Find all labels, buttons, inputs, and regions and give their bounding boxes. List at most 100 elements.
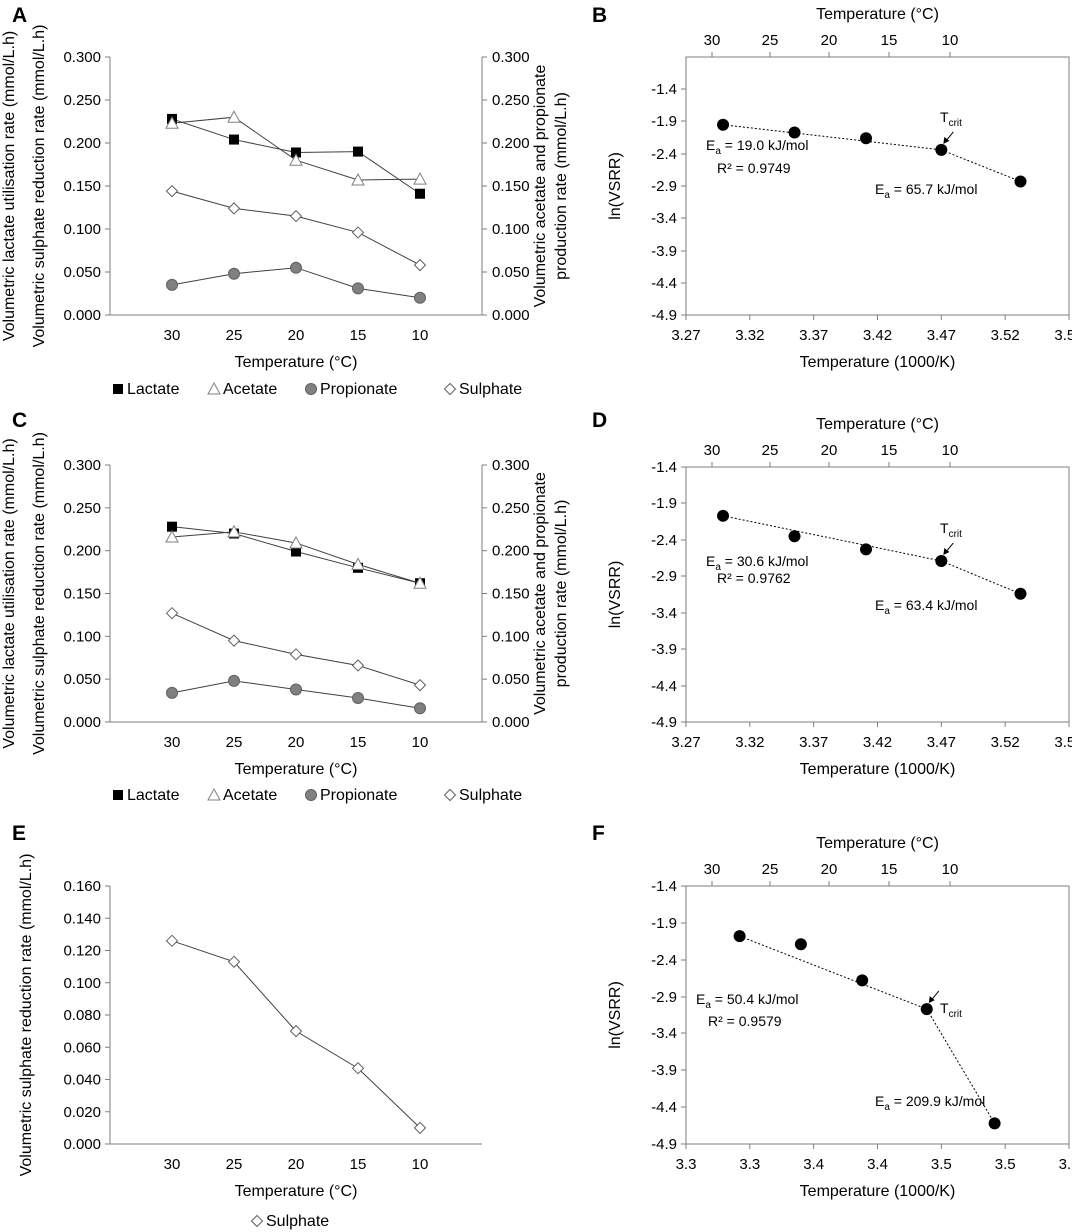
x-axis-label: Temperature (°C) bbox=[235, 761, 358, 778]
y-tick-label: -2.9 bbox=[651, 568, 677, 585]
data-point bbox=[1014, 587, 1027, 600]
y-tick-label: 0.160 bbox=[63, 878, 101, 895]
legend-marker-propionate bbox=[305, 383, 317, 395]
x-axis-label: Temperature (°C) bbox=[235, 354, 358, 371]
x-tick-label: 3.37 bbox=[799, 734, 828, 751]
y-tick-label-right: 0.050 bbox=[492, 671, 530, 688]
tcrit-label: Tcrit bbox=[940, 520, 962, 540]
y-tick-label: 0.060 bbox=[63, 1039, 101, 1056]
x-tick-label: 3.5 bbox=[995, 1156, 1016, 1173]
top-x-axis-label: Temperature (°C) bbox=[816, 416, 939, 433]
y-axis-label: Volumetric lactate utilisation rate (mmo… bbox=[1, 31, 18, 341]
annotation: R² = 0.9749 bbox=[717, 160, 791, 176]
y-axis-label-right: production rate (mmol/L.h) bbox=[553, 92, 570, 280]
y-tick-label: -4.9 bbox=[651, 714, 677, 731]
data-point-sulphate bbox=[289, 1024, 303, 1038]
fit-line-high bbox=[941, 149, 1021, 182]
data-point-sulphate bbox=[289, 209, 303, 223]
y-tick-label-right: 0.150 bbox=[492, 178, 530, 195]
data-point-lactate bbox=[167, 521, 177, 532]
data-point-acetate bbox=[413, 172, 427, 185]
x-tick-label: 3.47 bbox=[927, 734, 956, 751]
x-tick-label: 15 bbox=[350, 1156, 367, 1173]
y-axis-label: Volumetric sulphate reduction rate (mmol… bbox=[31, 25, 48, 348]
data-point-propionate bbox=[352, 282, 364, 295]
top-x-axis-label: Temperature (°C) bbox=[816, 835, 939, 852]
y-tick-label: -1.4 bbox=[651, 81, 677, 98]
x-axis-label: Temperature (1000/K) bbox=[800, 761, 956, 778]
top-x-tick-label: 15 bbox=[881, 442, 898, 459]
top-x-tick-label: 30 bbox=[704, 32, 721, 49]
y-tick-label: -2.4 bbox=[651, 952, 677, 969]
data-point bbox=[920, 1003, 933, 1016]
data-point-propionate bbox=[290, 683, 302, 696]
y-tick-label-right: 0.200 bbox=[492, 135, 530, 152]
y-tick-label: 0.000 bbox=[63, 307, 101, 324]
data-point-propionate bbox=[228, 674, 240, 687]
y-tick-label-right: 0.100 bbox=[492, 628, 530, 645]
x-tick-label: 3.57 bbox=[1054, 327, 1072, 344]
y-tick-label: 0.040 bbox=[63, 1072, 101, 1089]
y-tick-label: -3.9 bbox=[651, 243, 677, 260]
legend-marker-acetate bbox=[207, 787, 221, 801]
data-point bbox=[717, 118, 730, 131]
y-axis-label-right: Volumetric acetate and propionate bbox=[532, 64, 549, 307]
annotation: Ea = 209.9 kJ/mol bbox=[875, 1093, 985, 1113]
data-point-sulphate bbox=[351, 226, 365, 239]
y-tick-label: 0.080 bbox=[63, 1007, 101, 1024]
data-point-propionate bbox=[414, 291, 426, 304]
x-tick-label: 3.42 bbox=[863, 734, 892, 751]
data-point-propionate bbox=[414, 702, 426, 715]
data-point-acetate bbox=[165, 529, 179, 543]
data-point-sulphate bbox=[413, 258, 427, 272]
legend-marker-lactate bbox=[113, 790, 123, 800]
legend-label-propionate: Propionate bbox=[320, 381, 397, 398]
y-tick-label: -4.4 bbox=[651, 678, 677, 695]
y-tick-label: 0.140 bbox=[63, 910, 101, 927]
y-tick-label: -1.9 bbox=[651, 915, 677, 932]
fit-line-low bbox=[739, 935, 927, 1010]
data-point-acetate bbox=[289, 535, 303, 549]
y-tick-label-right: 0.250 bbox=[492, 500, 530, 517]
fit-line-low bbox=[722, 124, 942, 151]
data-point-sulphate bbox=[351, 659, 365, 672]
data-point-acetate bbox=[165, 116, 179, 129]
panel-letter-d: D bbox=[592, 409, 607, 432]
legend-marker-propionate bbox=[305, 789, 317, 801]
y-tick-label-right: 0.300 bbox=[492, 457, 530, 474]
data-point-sulphate bbox=[413, 678, 427, 692]
panel-letter-c: C bbox=[12, 409, 27, 432]
tcrit-label: Tcrit bbox=[940, 1000, 962, 1020]
data-point-acetate bbox=[351, 172, 365, 186]
x-axis-label: Temperature (°C) bbox=[235, 1183, 358, 1200]
annotation: Ea = 63.4 kJ/mol bbox=[875, 597, 977, 617]
x-tick-label: 25 bbox=[226, 1156, 243, 1173]
data-point bbox=[860, 543, 873, 556]
y-tick-label: -1.9 bbox=[651, 113, 677, 130]
x-tick-label: 3.42 bbox=[863, 327, 892, 344]
legend-label-propionate: Propionate bbox=[320, 787, 397, 804]
y-tick-label-right: 0.050 bbox=[492, 264, 530, 281]
top-x-tick-label: 25 bbox=[762, 861, 779, 878]
x-tick-label: 30 bbox=[164, 1156, 181, 1173]
top-x-tick-label: 10 bbox=[942, 442, 959, 459]
y-axis-label: ln(VSRR) bbox=[607, 981, 624, 1049]
y-tick-label: 0.150 bbox=[63, 586, 101, 603]
x-tick-label: 25 bbox=[226, 734, 243, 751]
y-tick-label: -2.9 bbox=[651, 989, 677, 1006]
x-tick-label: 20 bbox=[288, 734, 305, 751]
top-x-tick-label: 30 bbox=[704, 442, 721, 459]
y-tick-label: 0.200 bbox=[63, 135, 101, 152]
annotation: Ea = 50.4 kJ/mol bbox=[696, 991, 798, 1011]
x-tick-label: 3.57 bbox=[1054, 734, 1072, 751]
y-tick-label: -2.4 bbox=[651, 146, 677, 163]
x-tick-label: 15 bbox=[350, 734, 367, 751]
x-tick-label: 30 bbox=[164, 734, 181, 751]
x-tick-label: 3.4 bbox=[803, 1156, 824, 1173]
chart-D: -4.9 -4.4 -3.9 -3.4 -2.9 -2.4 -1.9 -1.4 3.27 3.32… bbox=[607, 416, 1072, 778]
panel-letter-a: A bbox=[12, 4, 27, 27]
y-tick-label: -3.4 bbox=[651, 210, 677, 227]
data-point-lactate bbox=[353, 146, 363, 157]
legend-label-lactate: Lactate bbox=[127, 381, 180, 398]
data-point-propionate bbox=[352, 692, 364, 705]
